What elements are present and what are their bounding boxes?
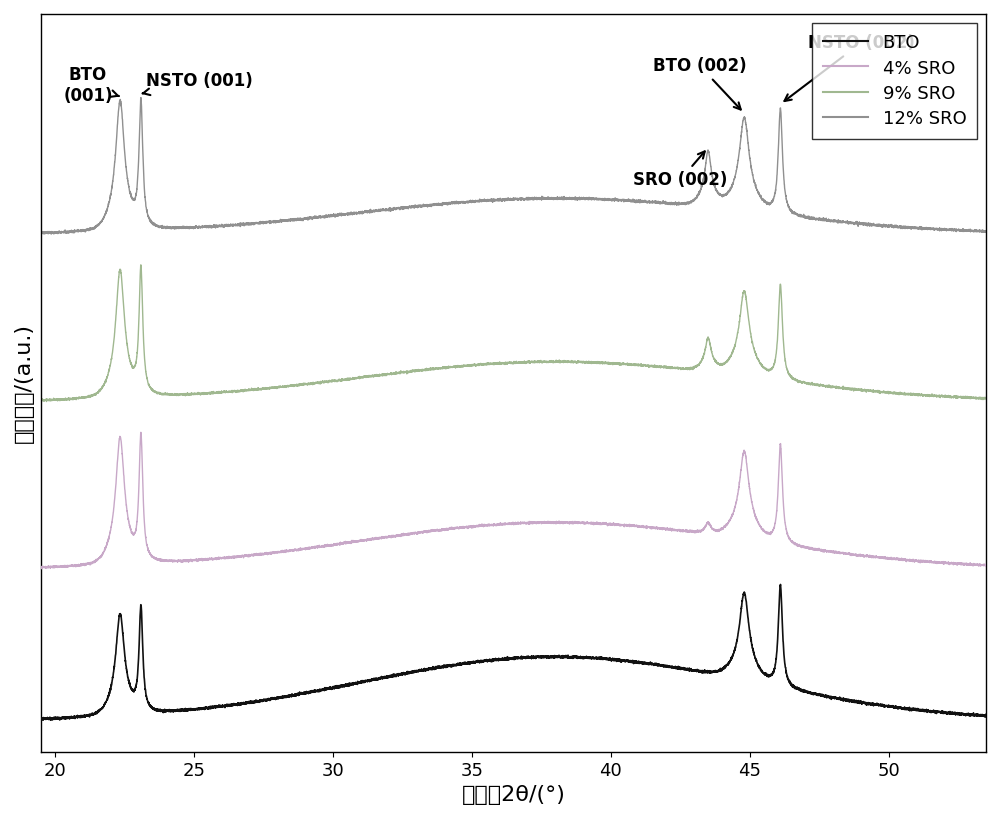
Text: NSTO (001): NSTO (001) [142, 72, 253, 95]
Text: BTO
(001): BTO (001) [63, 66, 119, 105]
Text: BTO (002): BTO (002) [653, 57, 747, 110]
Y-axis label: 衍射强度/(a.u.): 衍射强度/(a.u.) [14, 323, 34, 443]
X-axis label: 衍射角2θ/(°): 衍射角2θ/(°) [462, 785, 565, 805]
Text: SRO (002): SRO (002) [633, 152, 727, 189]
Text: NSTO (002): NSTO (002) [784, 34, 914, 101]
Legend: BTO, 4% SRO, 9% SRO, 12% SRO: BTO, 4% SRO, 9% SRO, 12% SRO [812, 23, 977, 139]
